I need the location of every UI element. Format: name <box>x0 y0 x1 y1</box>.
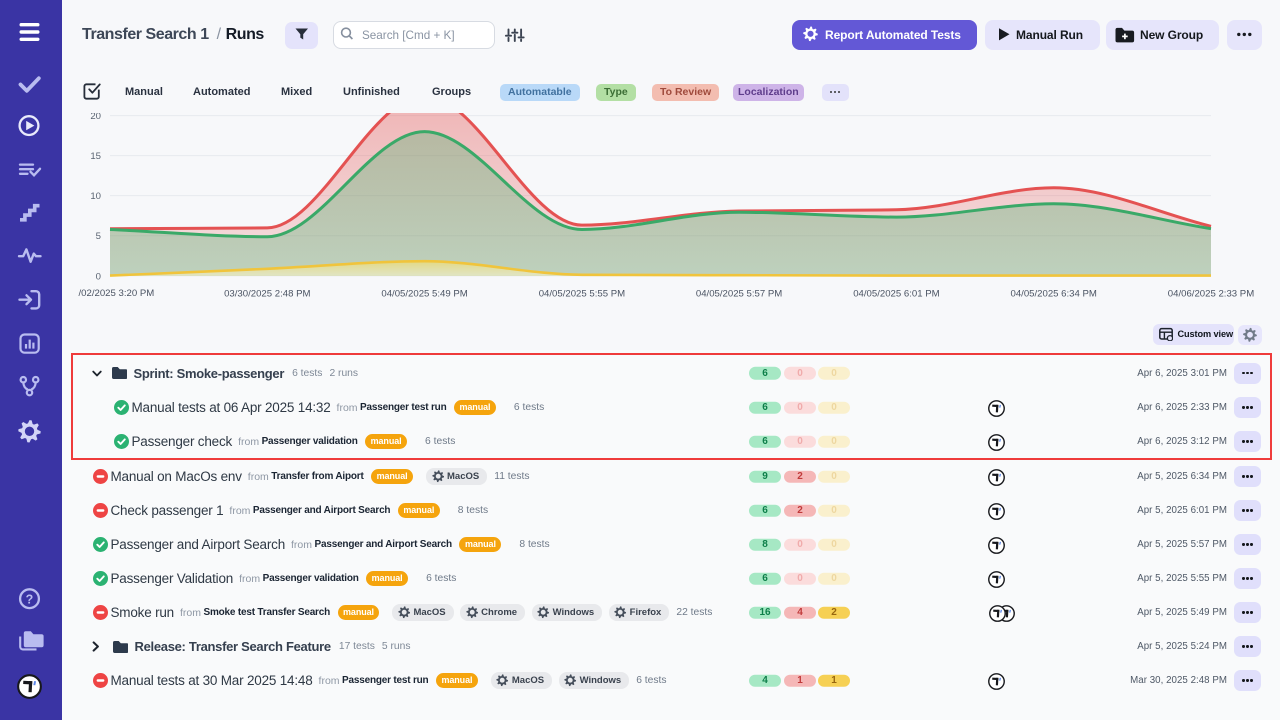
svg-text:04/05/2025 5:49 PM: 04/05/2025 5:49 PM <box>381 289 467 300</box>
svg-text:04/05/2025 6:34 PM: 04/05/2025 6:34 PM <box>1010 289 1096 300</box>
svg-text:04/06/2025 2:33 PM: 04/06/2025 2:33 PM <box>1168 289 1254 300</box>
svg-text:04/05/2025 6:01 PM: 04/05/2025 6:01 PM <box>853 289 939 300</box>
svg-text:10: 10 <box>90 191 101 202</box>
svg-text:03/30/2025 2:48 PM: 03/30/2025 2:48 PM <box>224 289 310 300</box>
svg-text:04/05/2025 5:57 PM: 04/05/2025 5:57 PM <box>696 289 782 300</box>
svg-text:20: 20 <box>90 113 101 122</box>
svg-text:15: 15 <box>90 151 101 162</box>
svg-text:5: 5 <box>96 231 101 242</box>
svg-text:0: 0 <box>96 271 101 282</box>
svg-text:04/05/2025 5:55 PM: 04/05/2025 5:55 PM <box>539 289 625 300</box>
svg-text:?: ? <box>26 592 34 606</box>
svg-text:/02/2025 3:20 PM: /02/2025 3:20 PM <box>79 288 155 299</box>
